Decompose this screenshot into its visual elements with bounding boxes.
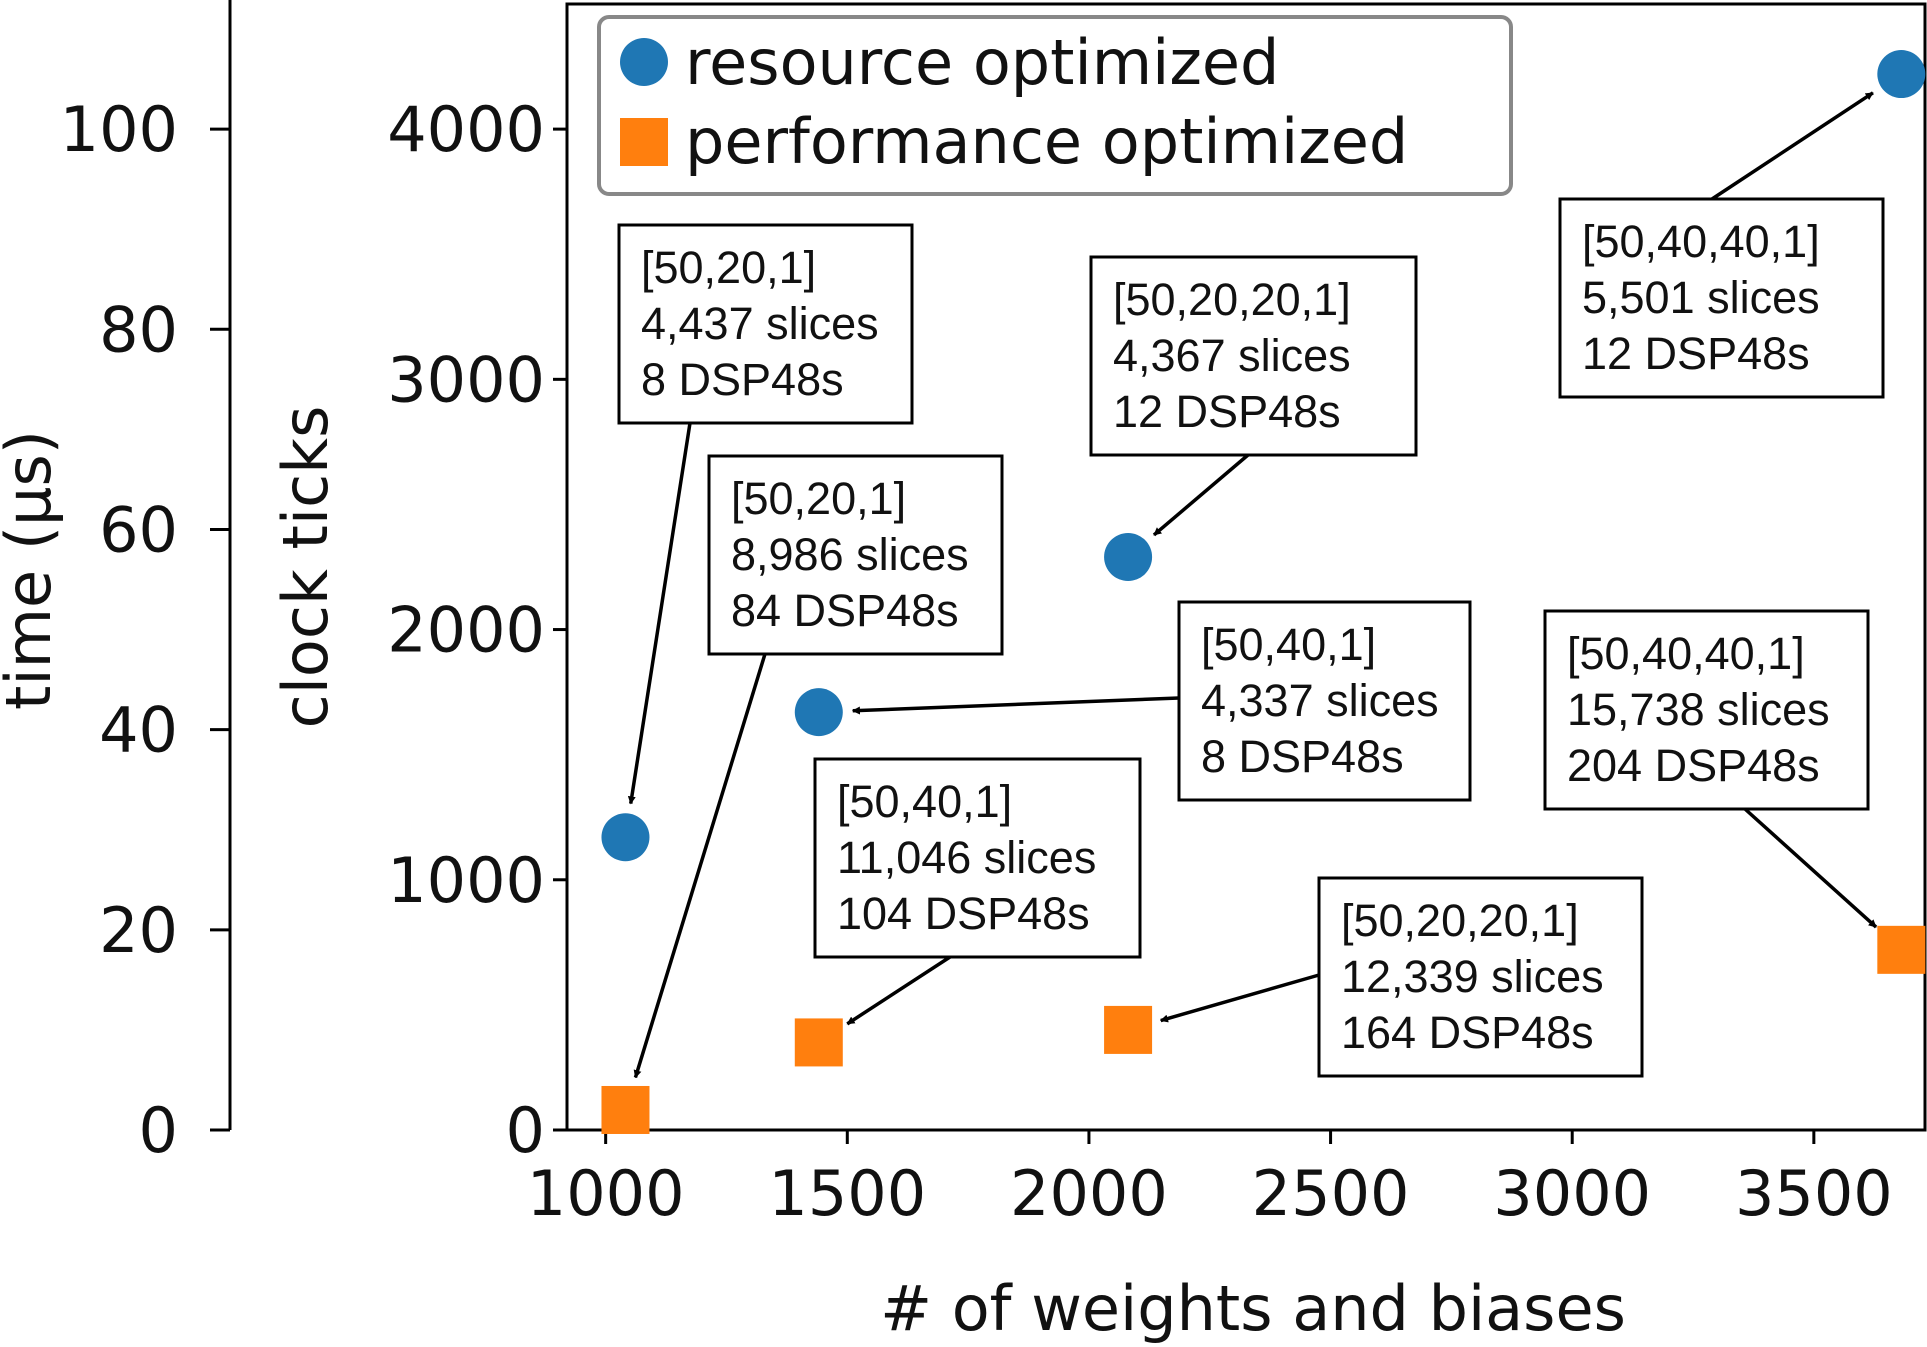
annotation-text: [50,40,1] [1201, 619, 1376, 670]
annotation-box [1089, 255, 1418, 457]
data-points [601, 50, 1926, 1134]
annotation-text: 4,367 slices [1113, 330, 1351, 381]
y-tick-label: 3000 [387, 343, 545, 416]
data-point-performance [1877, 925, 1926, 974]
annotation-box [813, 757, 1142, 959]
annotation-text: 8,986 slices [731, 529, 969, 580]
time-axis: 0 20 40 60 80 100 time (μs) [0, 0, 232, 1167]
annotation-text: 204 DSP48s [1567, 740, 1820, 791]
annotation-text: 8 DSP48s [641, 354, 844, 405]
legend-marker-performance [620, 118, 668, 166]
annotation-arrow [1159, 973, 1320, 1023]
annotation-arrow [1743, 807, 1878, 929]
annotation-box [1543, 609, 1870, 811]
annotation-box [617, 223, 914, 425]
annotation-arrow [627, 422, 692, 805]
annotation-text: 4,337 slices [1201, 675, 1439, 726]
legend: resource optimized performance optimized [597, 15, 1513, 196]
legend-marker-resource [620, 38, 668, 86]
annotation-text: 8 DSP48s [1201, 731, 1404, 782]
legend-label-performance: performance optimized [685, 105, 1408, 178]
annotation-arrow [633, 653, 767, 1079]
x-tick-label: 2500 [1252, 1157, 1410, 1230]
data-point-performance [1104, 1005, 1153, 1054]
data-point-resource [601, 813, 650, 862]
x-tick-label: 3500 [1735, 1157, 1893, 1230]
time-tick-label: 20 [99, 894, 178, 967]
annotation-text: [50,20,1] [731, 473, 906, 524]
y-axis-label: clock ticks [269, 406, 342, 729]
annotation-text: [50,20,20,1] [1113, 274, 1351, 325]
data-point-resource [794, 688, 843, 737]
annotation-box [707, 454, 1004, 656]
annotation-text: 84 DSP48s [731, 585, 959, 636]
annotation-text: [50,40,40,1] [1567, 628, 1805, 679]
plot-frame [565, 2, 1927, 1132]
x-tick-label: 1000 [527, 1157, 685, 1230]
x-tick-label: 2000 [1010, 1157, 1168, 1230]
x-tick-label: 1500 [768, 1157, 926, 1230]
x-axis-ticks: 1000 1500 2000 2500 3000 3500 [527, 1130, 1893, 1230]
x-axis-label: # of weights and biases [880, 1272, 1626, 1345]
annotation-arrow [851, 696, 1180, 715]
annotation-text: 11,046 slices [837, 832, 1096, 883]
time-tick-label: 60 [99, 493, 178, 566]
annotation-text: 104 DSP48s [837, 888, 1090, 939]
annotation-box [1177, 600, 1472, 802]
y-tick-label: 0 [506, 1094, 545, 1167]
y-tick-label: 1000 [387, 844, 545, 917]
data-point-resource [1104, 532, 1153, 581]
annotation-box [1558, 197, 1885, 399]
time-tick-label: 100 [60, 93, 178, 166]
time-axis-ticks: 0 20 40 60 80 100 [60, 93, 230, 1167]
y-axis-ticks: 0 1000 2000 3000 4000 [387, 93, 567, 1167]
time-tick-label: 40 [99, 694, 178, 767]
legend-label-resource: resource optimized [685, 26, 1279, 99]
annotation-box [1317, 876, 1644, 1078]
annotation-text: [50,40,1] [837, 776, 1012, 827]
annotation-text: [50,20,1] [641, 242, 816, 293]
annotation-text: 164 DSP48s [1341, 1007, 1594, 1058]
y-tick-label: 4000 [387, 93, 545, 166]
annotation-text: [50,40,40,1] [1582, 216, 1820, 267]
time-tick-label: 80 [99, 293, 178, 366]
time-tick-label: 0 [139, 1094, 178, 1167]
legend-box [597, 15, 1513, 196]
annotation-text: 12 DSP48s [1582, 328, 1810, 379]
data-point-performance [601, 1085, 650, 1134]
data-point-resource [1877, 50, 1926, 99]
annotation-text: 5,501 slices [1582, 272, 1820, 323]
data-point-performance [794, 1018, 843, 1067]
annotation-arrow [1711, 91, 1874, 201]
y-tick-label: 2000 [387, 594, 545, 667]
annotation-text: 12,339 slices [1341, 951, 1604, 1002]
annotation-arrow [846, 955, 951, 1026]
x-tick-label: 3000 [1493, 1157, 1651, 1230]
annotation-text: 12 DSP48s [1113, 386, 1341, 437]
annotation-text: 15,738 slices [1567, 684, 1830, 735]
time-axis-label: time (μs) [0, 430, 65, 710]
annotation-text: [50,20,20,1] [1341, 895, 1579, 946]
annotation-text: 4,437 slices [641, 298, 879, 349]
annotation-arrow [1152, 453, 1250, 537]
